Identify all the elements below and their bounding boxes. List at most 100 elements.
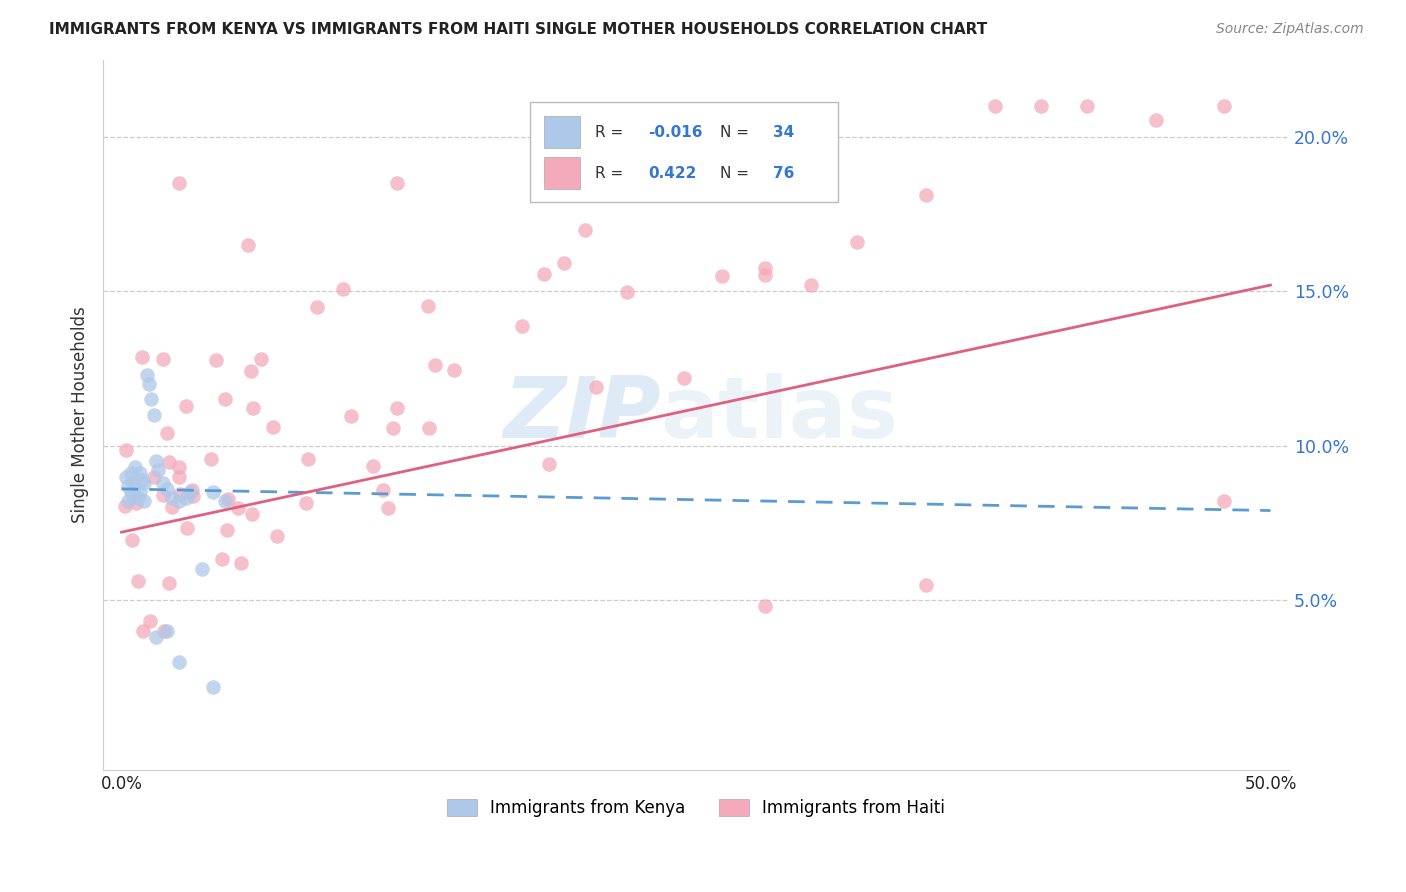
- Point: [240, 508, 263, 522]
- Point: [117, 494, 139, 508]
- Text: -0.016: -0.016: [648, 125, 703, 139]
- Point: [128, 485, 150, 500]
- Point: [114, 500, 136, 514]
- Point: [157, 454, 180, 468]
- Point: [1076, 99, 1098, 113]
- Point: [153, 624, 176, 638]
- Point: [127, 574, 149, 588]
- Text: 34: 34: [773, 125, 794, 139]
- Text: 0.422: 0.422: [648, 166, 697, 181]
- Point: [167, 469, 190, 483]
- Point: [157, 576, 180, 591]
- Point: [443, 362, 465, 376]
- Point: [553, 256, 575, 270]
- Point: [131, 351, 153, 365]
- Point: [134, 494, 156, 508]
- Point: [510, 319, 533, 334]
- Point: [332, 282, 354, 296]
- Point: [115, 469, 138, 483]
- Y-axis label: Single Mother Households: Single Mother Households: [72, 307, 89, 524]
- Point: [138, 614, 160, 628]
- Point: [672, 370, 695, 384]
- Point: [181, 483, 204, 498]
- Point: [138, 376, 160, 391]
- Point: [305, 300, 328, 314]
- Text: 76: 76: [773, 166, 794, 181]
- Point: [710, 269, 733, 284]
- Point: [152, 488, 174, 502]
- Text: atlas: atlas: [661, 373, 898, 457]
- Point: [202, 680, 225, 694]
- Point: [145, 630, 167, 644]
- Point: [179, 485, 201, 500]
- Point: [240, 364, 263, 378]
- Point: [229, 556, 252, 570]
- Point: [167, 655, 190, 669]
- Point: [914, 188, 936, 202]
- Point: [132, 624, 155, 638]
- Text: R =: R =: [595, 125, 628, 139]
- Text: Source: ZipAtlas.com: Source: ZipAtlas.com: [1216, 22, 1364, 37]
- Point: [236, 238, 259, 252]
- Point: [754, 599, 776, 614]
- Point: [148, 463, 170, 477]
- Point: [983, 99, 1005, 113]
- Point: [200, 452, 222, 467]
- Text: IMMIGRANTS FROM KENYA VS IMMIGRANTS FROM HAITI SINGLE MOTHER HOUSEHOLDS CORRELAT: IMMIGRANTS FROM KENYA VS IMMIGRANTS FROM…: [49, 22, 987, 37]
- Point: [152, 475, 174, 490]
- Point: [174, 399, 197, 413]
- Text: N =: N =: [720, 125, 754, 139]
- Point: [122, 488, 145, 502]
- Point: [1029, 99, 1052, 113]
- Point: [262, 420, 284, 434]
- Point: [226, 501, 249, 516]
- Point: [754, 268, 776, 282]
- Point: [387, 176, 409, 190]
- Point: [533, 267, 555, 281]
- Point: [124, 479, 146, 493]
- Point: [616, 285, 638, 300]
- Point: [120, 485, 142, 500]
- Point: [574, 223, 596, 237]
- Point: [377, 501, 399, 516]
- Point: [131, 473, 153, 487]
- Point: [214, 494, 236, 508]
- Point: [128, 467, 150, 481]
- Point: [1144, 112, 1167, 127]
- Point: [214, 392, 236, 407]
- Point: [156, 426, 179, 441]
- Point: [418, 420, 440, 434]
- Text: N =: N =: [720, 166, 754, 181]
- FancyBboxPatch shape: [530, 103, 838, 202]
- Point: [120, 467, 142, 481]
- Point: [167, 176, 190, 190]
- Point: [381, 421, 404, 435]
- Point: [115, 442, 138, 457]
- Point: [181, 489, 204, 503]
- Point: [121, 533, 143, 548]
- Point: [124, 460, 146, 475]
- Point: [191, 562, 214, 576]
- Point: [340, 409, 363, 424]
- FancyBboxPatch shape: [544, 117, 579, 148]
- Text: R =: R =: [595, 166, 633, 181]
- Point: [242, 401, 264, 416]
- Point: [174, 491, 197, 506]
- Point: [800, 277, 823, 292]
- Point: [143, 470, 166, 484]
- Point: [217, 523, 239, 537]
- Point: [134, 475, 156, 490]
- Point: [754, 260, 776, 275]
- Point: [1213, 99, 1236, 113]
- Point: [169, 487, 191, 501]
- Point: [117, 479, 139, 493]
- Point: [142, 408, 165, 422]
- Point: [249, 351, 271, 366]
- Point: [416, 299, 439, 313]
- Legend: Immigrants from Kenya, Immigrants from Haiti: Immigrants from Kenya, Immigrants from H…: [439, 791, 953, 826]
- Point: [538, 457, 561, 471]
- Point: [371, 483, 394, 498]
- Point: [297, 452, 319, 467]
- Point: [211, 552, 233, 566]
- Point: [141, 392, 163, 407]
